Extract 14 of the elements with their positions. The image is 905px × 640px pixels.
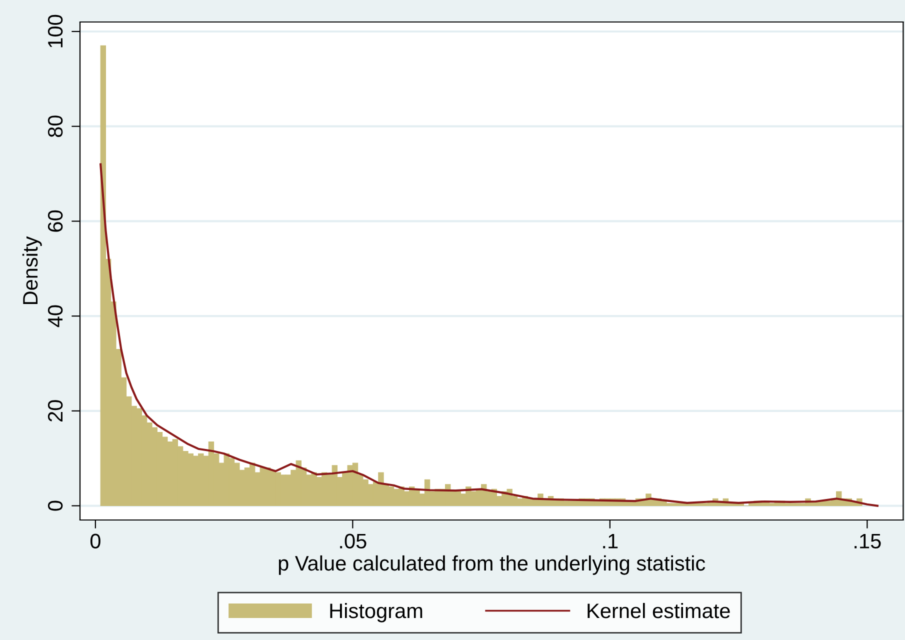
legend-label: Histogram xyxy=(330,602,422,622)
y-tick-label: 40 xyxy=(48,305,63,328)
y-tick-label: 20 xyxy=(48,400,63,422)
x-tick-label: .05 xyxy=(340,534,366,548)
y-axis-title: Density xyxy=(22,236,42,304)
x-tick-label: .15 xyxy=(854,534,881,548)
y-tick-label: 0 xyxy=(48,500,63,511)
x-tick-label: .1 xyxy=(603,534,618,548)
y-tick-label: 60 xyxy=(48,210,63,232)
legend-label: Kernel estimate xyxy=(588,602,730,618)
x-tick-label: 0 xyxy=(90,534,100,548)
y-tick-label: 100 xyxy=(48,14,63,48)
x-axis-title: p Value calculated from the underlying statistic xyxy=(278,555,706,575)
y-tick-label: 80 xyxy=(48,116,63,138)
